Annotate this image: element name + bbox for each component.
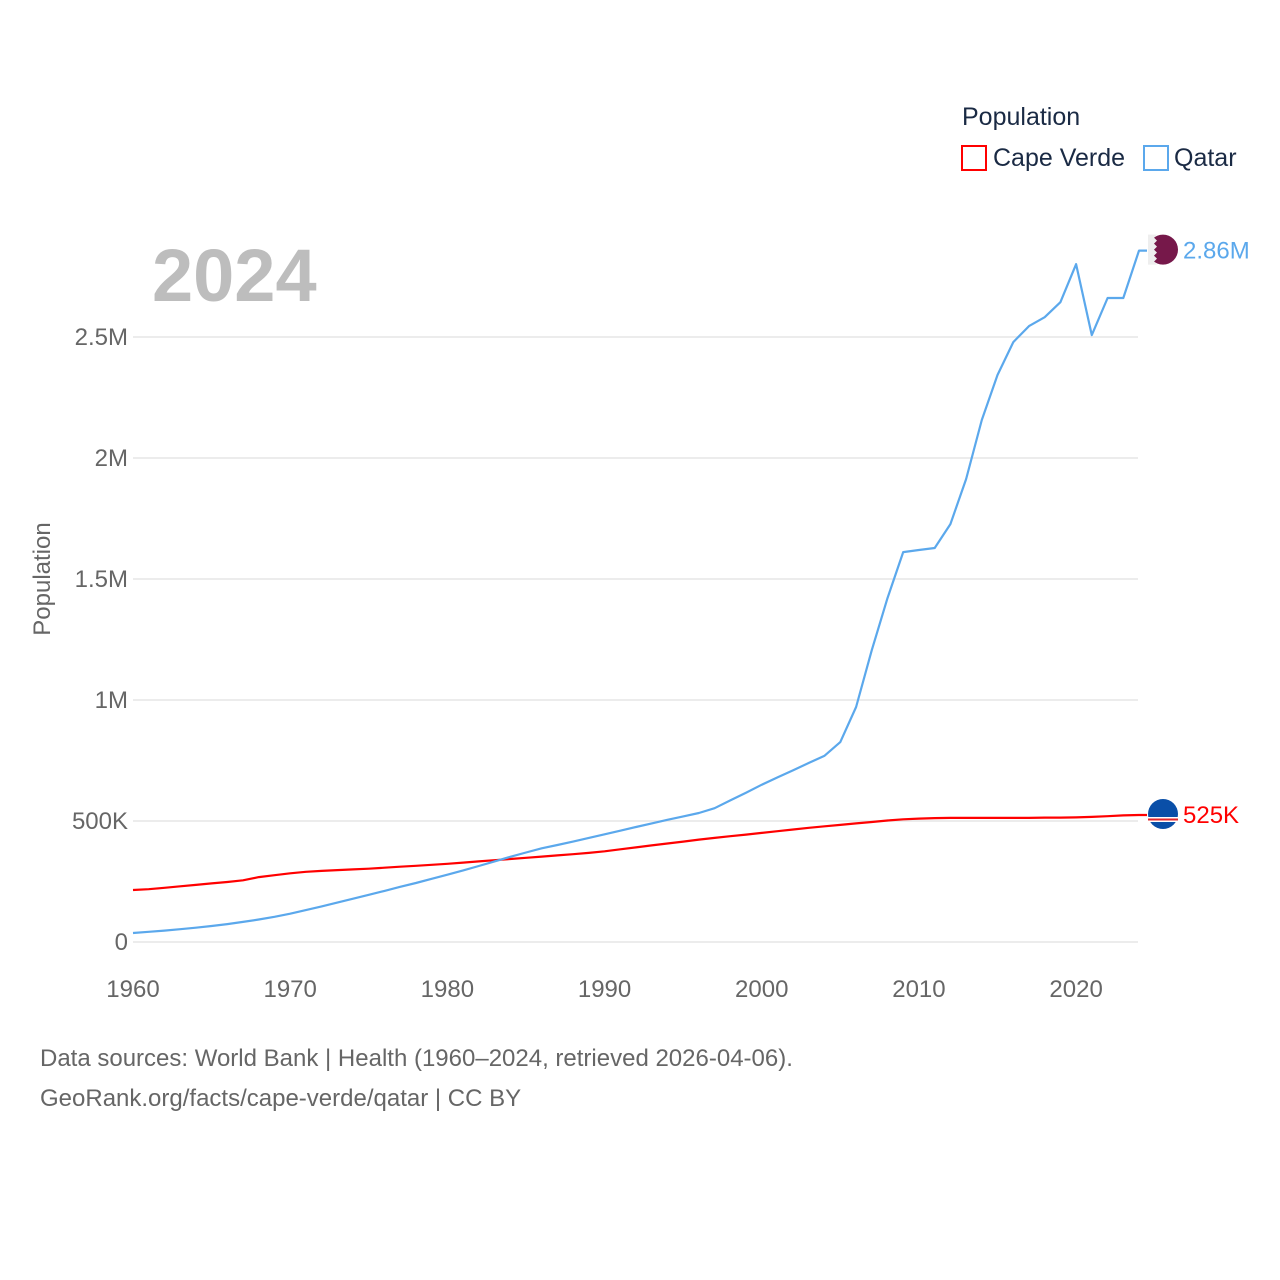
flag-serration [1148, 234, 1157, 265]
legend-label-cape-verde: Cape Verde [993, 144, 1125, 172]
flag-stripe-red [1148, 818, 1178, 821]
y-tick-label: 1M [95, 687, 128, 714]
series-line-cape-verde [132, 813, 1147, 892]
y-axis-ticks: 0 500K 1M 1.5M 2M 2.5M [72, 324, 128, 956]
legend-label-qatar: Qatar [1174, 144, 1237, 172]
flag-field [1148, 799, 1178, 829]
legend-item-qatar[interactable]: Qatar [1143, 144, 1237, 172]
y-tick-label: 500K [72, 808, 128, 835]
y-tick-label: 0 [115, 929, 128, 956]
y-tick-label: 1.5M [75, 566, 128, 593]
end-value-label: 2.86M [1183, 238, 1250, 265]
x-tick-label: 2020 [1049, 976, 1102, 1003]
footer-link[interactable]: GeoRank.org/facts/cape-verde/qatar | CC … [40, 1085, 522, 1112]
x-tick-label: 2000 [735, 976, 788, 1003]
legend-swatch-cape-verde [961, 145, 987, 171]
series-lines [132, 249, 1147, 935]
end-value-label: 525K [1183, 802, 1239, 829]
x-tick-label: 1960 [106, 976, 159, 1003]
footer-sources: Data sources: World Bank | Health (1960–… [40, 1045, 793, 1072]
legend-item-cape-verde[interactable]: Cape Verde [961, 144, 1125, 172]
gridlines [133, 336, 1138, 943]
legend: Population Cape Verde Qatar [961, 103, 1237, 172]
legend-title: Population [962, 103, 1080, 131]
x-tick-label: 1970 [263, 976, 316, 1003]
y-tick-label: 2M [95, 445, 128, 472]
x-axis-ticks: 1960 1970 1980 1990 2000 2010 2020 [106, 976, 1103, 1003]
end-labels: 525K 2.86M [1148, 234, 1250, 829]
x-tick-label: 1980 [421, 976, 474, 1003]
year-watermark: 2024 [152, 234, 317, 317]
legend-swatch-qatar [1143, 145, 1169, 171]
cape-verde-flag-icon [1148, 799, 1178, 829]
y-tick-label: 2.5M [75, 324, 128, 351]
qatar-flag-icon [1148, 234, 1178, 265]
x-tick-label: 2010 [892, 976, 945, 1003]
y-axis-label: Population [29, 522, 56, 635]
series-line-qatar [132, 249, 1147, 935]
x-tick-label: 1990 [578, 976, 631, 1003]
